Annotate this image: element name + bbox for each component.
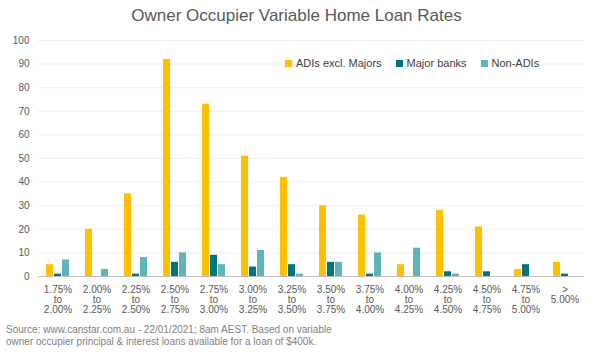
svg-text:4.00%to4.25%: 4.00%to4.25%	[395, 284, 423, 315]
svg-text:80: 80	[18, 82, 30, 93]
svg-text:70: 70	[18, 106, 30, 117]
html-text:Major banks: Major banks	[406, 57, 467, 69]
svg-text:3.50%to3.75%: 3.50%to3.75%	[317, 284, 345, 315]
svg-text:40: 40	[18, 176, 30, 187]
html-text:Non-ADIs: Non-ADIs	[491, 57, 540, 69]
svg-text:4.25%to4.50%: 4.25%to4.50%	[434, 284, 462, 315]
html-text:ADIs excl. Majors: ADIs excl. Majors	[296, 57, 382, 69]
svg-text:3.00%to3.25%: 3.00%to3.25%	[239, 284, 267, 315]
svg-text:100: 100	[13, 35, 30, 46]
svg-text:4.50%to4.75%: 4.50%to4.75%	[473, 284, 501, 315]
svg-text:90: 90	[18, 58, 30, 69]
svg-text:>5.00%: >5.00%	[551, 284, 579, 305]
svg-text:3.25%to3.50%: 3.25%to3.50%	[278, 284, 306, 315]
svg-text:3.75%to4.00%: 3.75%to4.00%	[356, 284, 384, 315]
html-text:Source: www.canstar.com.au - 2: Source: www.canstar.com.au - 22/01/2021;…	[6, 324, 332, 347]
svg-text:2.50%to2.75%: 2.50%to2.75%	[161, 284, 189, 315]
html-text:Owner Occupier Variable Home L: Owner Occupier Variable Home Loan Rates	[131, 6, 462, 25]
svg-text:60: 60	[18, 129, 30, 140]
svg-text:30: 30	[18, 200, 30, 211]
svg-text:10: 10	[18, 247, 30, 258]
svg-text:1.75%to2.00%: 1.75%to2.00%	[44, 284, 72, 315]
svg-text:4.75%to5.00%: 4.75%to5.00%	[512, 284, 540, 315]
svg-text:2.25%to2.50%: 2.25%to2.50%	[122, 284, 150, 315]
svg-text:20: 20	[18, 224, 30, 235]
svg-text:2.00%to2.25%: 2.00%to2.25%	[83, 284, 111, 315]
svg-text:0: 0	[24, 271, 30, 282]
svg-text:2.75%to3.00%: 2.75%to3.00%	[200, 284, 228, 315]
svg-text:50: 50	[18, 153, 30, 164]
